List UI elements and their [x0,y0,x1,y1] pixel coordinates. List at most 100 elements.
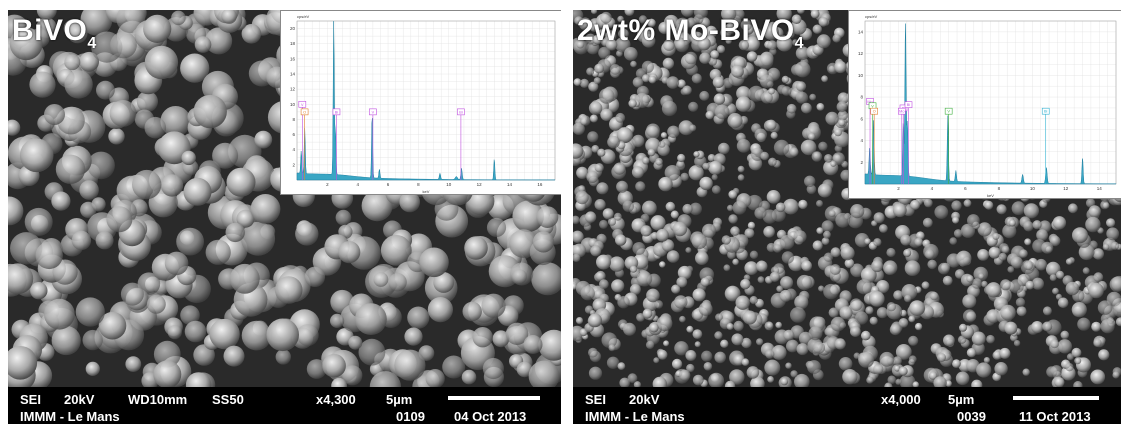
grain [1073,381,1083,387]
grain [754,128,768,142]
grain [1031,321,1044,334]
grain [120,282,144,306]
grain [680,10,695,17]
element-tag: Mo [867,100,872,104]
grain [600,108,613,122]
sem-panel-bivo4: BiVO4 cps/eV 2 4 6 8 10 12 14 16 18 20 2 4 6 8 10 12 14 16… [8,10,561,424]
grain [780,235,795,250]
grain [692,374,704,386]
grain [764,359,781,376]
info-date: 11 Oct 2013 [1019,409,1091,424]
grain [869,316,878,325]
grain [912,381,919,387]
grain [472,327,493,348]
grain [809,93,817,101]
grain [800,139,817,156]
grain [711,185,721,195]
grain [996,204,1007,215]
y-tick-label: 16 [290,56,296,61]
grain [250,194,281,224]
grain [67,23,88,44]
grain [241,320,272,351]
scale-bar [448,396,540,400]
grain [266,318,300,352]
grain [750,376,765,387]
grain [909,300,925,316]
grain [482,357,504,380]
y-tick-label: 10 [290,102,296,107]
grain [790,370,798,378]
grain [769,271,780,283]
grain [685,350,697,361]
grain [1060,330,1070,340]
grain [1077,317,1091,331]
grain [823,283,839,300]
grain [692,329,703,339]
grain [724,285,741,302]
grain [817,183,832,198]
grain [744,261,759,275]
grain [895,378,902,385]
grain [1022,368,1030,376]
grain [1049,274,1057,282]
grain [633,381,641,387]
grain [342,365,363,386]
x-tick-label: 10 [446,182,452,187]
grain [779,289,792,302]
grain [642,157,650,165]
grain [956,250,972,266]
grain [659,261,666,268]
grain [794,295,809,310]
grain [663,39,675,51]
grain [923,198,933,208]
grain [949,237,957,245]
grain [136,90,158,113]
grain [677,153,686,163]
grain [927,259,937,270]
grain [811,151,823,162]
grain [19,138,54,173]
grain [816,200,823,207]
grain [1008,219,1016,227]
grain [180,305,200,326]
grain [732,258,739,266]
grain [399,191,421,213]
grain [609,256,625,272]
grain [682,85,692,95]
grain [442,355,466,379]
grain [971,379,983,387]
grain [407,306,430,329]
grain [732,200,747,215]
grain [171,10,186,26]
grain [64,70,93,99]
grain [992,350,1002,360]
grain [749,296,758,305]
grain [653,357,660,364]
grain [953,229,963,238]
element-tag: V [372,110,375,114]
grain [666,76,680,89]
grain [785,362,792,369]
grain [586,67,595,76]
grain [624,10,635,16]
grain [657,349,668,360]
grain [850,263,864,278]
grain [580,286,595,301]
y-tick-label: 20 [290,26,296,31]
grain [824,154,833,163]
grain [686,325,694,333]
grain [678,120,694,136]
grain [44,104,65,125]
grain [597,148,606,157]
grain [607,217,617,226]
x-tick-label: 8 [998,186,1001,191]
grain [630,60,637,68]
grain [830,316,846,332]
grain [613,212,622,221]
grain [1023,221,1034,232]
grain [580,115,591,126]
y-tick-label: 8 [860,95,863,100]
info-voltage: 20kV [629,392,660,407]
grain [587,131,599,143]
grain [628,99,637,108]
